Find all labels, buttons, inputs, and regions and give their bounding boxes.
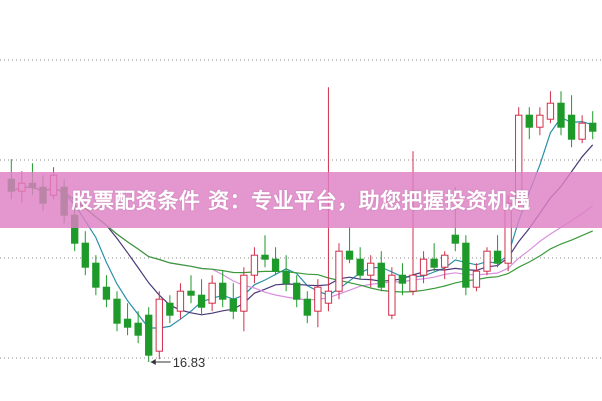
candle-body xyxy=(187,290,195,296)
candle-body xyxy=(123,318,132,328)
candle-body xyxy=(166,302,174,316)
candle-body xyxy=(472,270,481,288)
candle-body xyxy=(483,250,491,272)
candle-body xyxy=(441,254,449,268)
promo-banner: 股票配资条件 资：专业平台，助您把握投资机遇 xyxy=(0,172,602,228)
candle-body xyxy=(145,314,153,356)
candle-body xyxy=(525,114,533,128)
candle-body xyxy=(419,258,428,276)
candle-body xyxy=(92,262,100,288)
candle-body xyxy=(261,254,269,260)
min-price-label: 16.83 xyxy=(173,355,206,370)
candle-body xyxy=(250,254,259,276)
candle-body xyxy=(557,102,565,128)
candle-body xyxy=(398,274,407,284)
candle-body xyxy=(271,258,280,272)
candle-body xyxy=(335,250,343,292)
candle-body xyxy=(81,242,89,268)
candle-body xyxy=(462,242,470,288)
candle-body xyxy=(409,274,417,292)
candle-body xyxy=(229,298,237,312)
candle-body xyxy=(578,122,586,140)
candle-body xyxy=(451,234,459,244)
candle-body xyxy=(293,282,301,300)
candle-body xyxy=(345,250,354,260)
candle-body xyxy=(430,258,438,268)
candle-body xyxy=(282,270,290,284)
candle-body xyxy=(155,298,163,352)
candle-body xyxy=(303,298,311,316)
candle-body xyxy=(356,258,364,276)
candle-body xyxy=(536,114,544,128)
candle-body xyxy=(197,294,206,308)
candle-body xyxy=(589,122,597,132)
candle-body xyxy=(314,286,322,312)
candle-body xyxy=(324,290,333,304)
candle-body xyxy=(377,262,385,288)
candle-body xyxy=(388,274,396,316)
candle-body xyxy=(219,282,227,300)
candle-body xyxy=(113,298,121,324)
candle-body xyxy=(208,282,216,304)
banner-text: 股票配资条件 资：专业平台，助您把握投资机遇 xyxy=(71,189,531,213)
candle-body xyxy=(567,114,576,140)
min-arrow-head xyxy=(150,359,156,365)
candle-body xyxy=(546,102,555,120)
candle-body xyxy=(367,262,375,276)
candle-body xyxy=(240,274,248,312)
candle-body xyxy=(176,290,185,312)
candle-body xyxy=(493,250,502,264)
candle-body xyxy=(134,322,142,336)
candle-body xyxy=(102,286,111,300)
